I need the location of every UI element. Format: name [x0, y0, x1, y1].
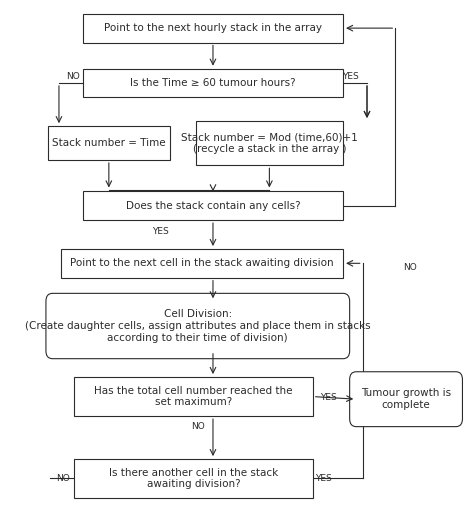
- Text: Point to the next cell in the stack awaiting division: Point to the next cell in the stack awai…: [70, 258, 334, 268]
- Text: YES: YES: [315, 474, 332, 483]
- Text: NO: NO: [191, 422, 205, 431]
- Text: Point to the next hourly stack in the array: Point to the next hourly stack in the ar…: [104, 23, 322, 33]
- FancyBboxPatch shape: [83, 69, 343, 97]
- FancyBboxPatch shape: [46, 293, 350, 359]
- Text: YES: YES: [153, 227, 169, 236]
- FancyBboxPatch shape: [74, 377, 313, 416]
- Text: YES: YES: [343, 72, 359, 81]
- Text: NO: NO: [56, 474, 70, 483]
- Text: NO: NO: [403, 263, 417, 272]
- FancyBboxPatch shape: [83, 14, 343, 42]
- Text: Cell Division:
(Create daughter cells, assign attributes and place them in stack: Cell Division: (Create daughter cells, a…: [25, 309, 371, 343]
- FancyBboxPatch shape: [48, 126, 170, 160]
- Text: Has the total cell number reached the
set maximum?: Has the total cell number reached the se…: [94, 386, 293, 407]
- FancyBboxPatch shape: [83, 191, 343, 220]
- Text: Tumour growth is
complete: Tumour growth is complete: [361, 388, 451, 410]
- Text: Stack number = Mod (time,60)+1
(recycle a stack in the array ): Stack number = Mod (time,60)+1 (recycle …: [181, 132, 358, 154]
- Text: YES: YES: [319, 394, 337, 402]
- Text: Does the stack contain any cells?: Does the stack contain any cells?: [126, 201, 301, 211]
- Text: Is the Time ≥ 60 tumour hours?: Is the Time ≥ 60 tumour hours?: [130, 78, 296, 88]
- Text: Is there another cell in the stack
awaiting division?: Is there another cell in the stack await…: [109, 468, 278, 489]
- FancyBboxPatch shape: [61, 249, 343, 278]
- FancyBboxPatch shape: [196, 121, 343, 165]
- Text: NO: NO: [66, 72, 80, 81]
- FancyBboxPatch shape: [74, 459, 313, 498]
- FancyBboxPatch shape: [350, 372, 463, 427]
- Text: Stack number = Time: Stack number = Time: [52, 138, 165, 148]
